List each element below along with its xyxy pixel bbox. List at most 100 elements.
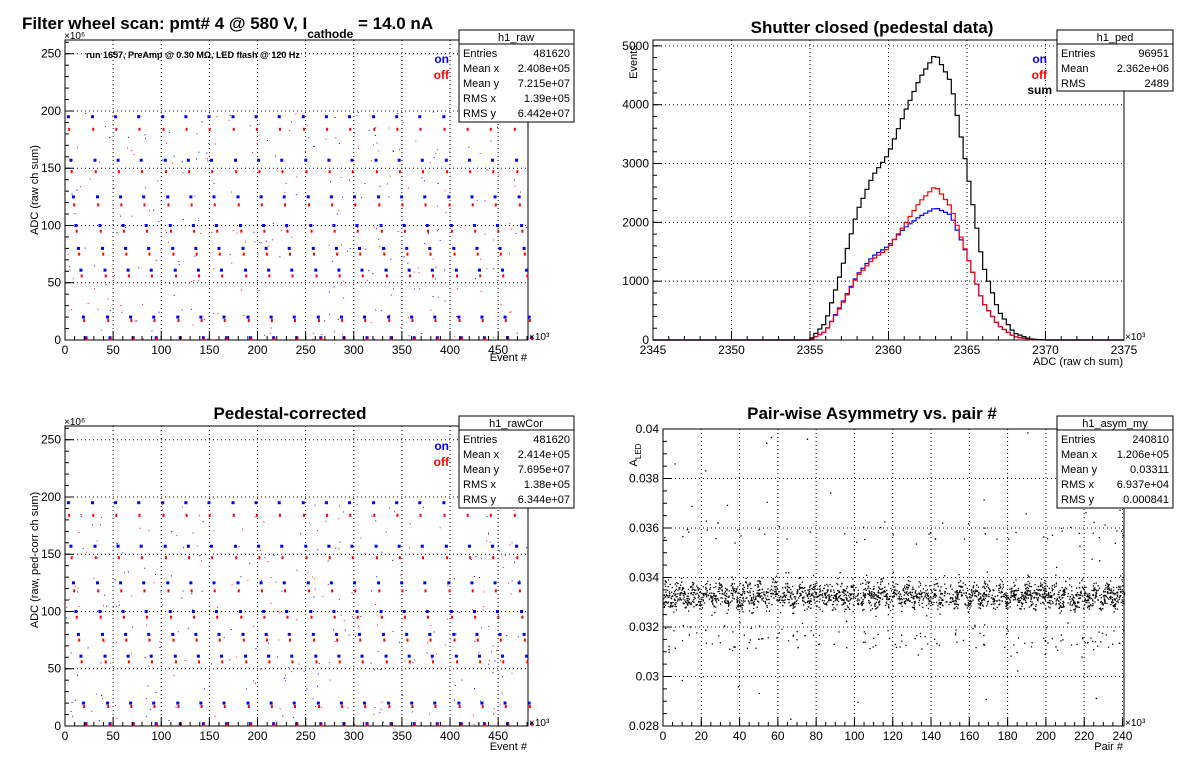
data-point <box>960 592 963 594</box>
data-point-on <box>525 268 529 272</box>
data-point-off <box>195 638 198 642</box>
data-point-on <box>332 260 334 262</box>
data-point <box>816 600 818 602</box>
data-point <box>706 594 708 596</box>
data-point <box>1013 644 1015 646</box>
data-point <box>1048 601 1050 603</box>
data-point-off <box>379 245 381 247</box>
data-point <box>1092 640 1094 642</box>
data-point-on <box>490 140 492 142</box>
data-point <box>1104 594 1106 596</box>
data-point <box>712 592 714 594</box>
data-point <box>834 595 836 597</box>
data-point-off <box>161 504 163 506</box>
data-point <box>1101 632 1104 634</box>
data-point <box>983 592 985 594</box>
data-point-off <box>238 546 240 548</box>
data-point <box>728 603 730 605</box>
data-point <box>781 599 783 601</box>
data-point <box>862 602 865 605</box>
data-point <box>764 594 766 596</box>
data-point <box>825 597 827 599</box>
data-point <box>939 603 942 606</box>
data-point-on <box>202 521 204 523</box>
data-point-on <box>106 701 110 705</box>
data-point <box>975 595 977 597</box>
data-point <box>791 598 793 600</box>
data-point <box>796 589 798 591</box>
data-point-on <box>477 723 479 725</box>
data-point <box>792 612 794 615</box>
data-point-off <box>497 229 500 233</box>
data-point <box>1038 589 1040 591</box>
data-point <box>820 594 822 596</box>
data-point-off <box>393 511 395 513</box>
data-point <box>1012 599 1015 601</box>
data-point <box>972 628 974 630</box>
data-point-on <box>405 246 409 250</box>
data-point <box>819 594 821 596</box>
data-point <box>1002 595 1004 598</box>
y-tick-label: 250 <box>41 433 61 447</box>
data-point <box>772 579 775 581</box>
data-point-on <box>335 547 337 549</box>
data-point <box>684 591 686 593</box>
stats-label: RMS x <box>463 479 497 491</box>
data-point-on <box>329 581 333 585</box>
data-point <box>1079 594 1081 596</box>
data-point-on <box>506 634 508 636</box>
data-point <box>903 601 906 604</box>
data-point-off <box>208 513 211 517</box>
data-point <box>1100 593 1103 595</box>
data-point <box>914 608 916 611</box>
data-point <box>932 597 934 600</box>
data-point <box>1000 596 1002 598</box>
data-point <box>1062 603 1064 605</box>
data-point <box>1082 586 1084 589</box>
data-point-on <box>384 654 388 658</box>
data-point-off <box>148 638 151 642</box>
data-point <box>766 501 768 503</box>
data-point <box>981 594 984 596</box>
data-point-off <box>240 615 243 619</box>
data-point-on <box>147 632 151 636</box>
data-point-on <box>144 137 146 139</box>
data-point <box>710 592 712 594</box>
data-point <box>838 595 840 597</box>
data-point-off <box>211 232 213 234</box>
data-point-on <box>516 332 518 334</box>
data-point <box>909 581 911 583</box>
data-point <box>895 589 897 591</box>
data-point <box>846 647 848 649</box>
data-point <box>863 593 865 595</box>
data-point-on <box>376 142 378 144</box>
data-point <box>868 600 870 602</box>
data-point <box>1111 601 1113 603</box>
data-point-on <box>354 132 356 134</box>
data-point-on <box>334 116 336 118</box>
data-point <box>877 602 880 604</box>
data-point-on <box>430 654 434 658</box>
data-point <box>699 605 702 607</box>
data-point <box>905 644 907 647</box>
data-point <box>766 604 768 607</box>
data-point <box>1110 580 1112 582</box>
data-point-on <box>358 632 362 636</box>
data-point-off <box>254 516 256 518</box>
data-point <box>733 598 735 600</box>
data-point <box>719 592 721 595</box>
data-point-on <box>259 668 261 670</box>
data-point <box>1010 655 1012 657</box>
data-point <box>785 583 787 585</box>
data-point <box>706 596 708 598</box>
data-point <box>826 589 829 591</box>
data-point-off <box>159 641 161 643</box>
data-point <box>824 592 827 594</box>
data-point-on <box>106 605 108 607</box>
data-point-off <box>507 337 510 341</box>
data-point-off <box>172 638 175 642</box>
data-point <box>940 592 942 595</box>
data-point <box>718 582 721 584</box>
data-point-on <box>149 268 153 272</box>
data-point-off <box>258 556 261 560</box>
